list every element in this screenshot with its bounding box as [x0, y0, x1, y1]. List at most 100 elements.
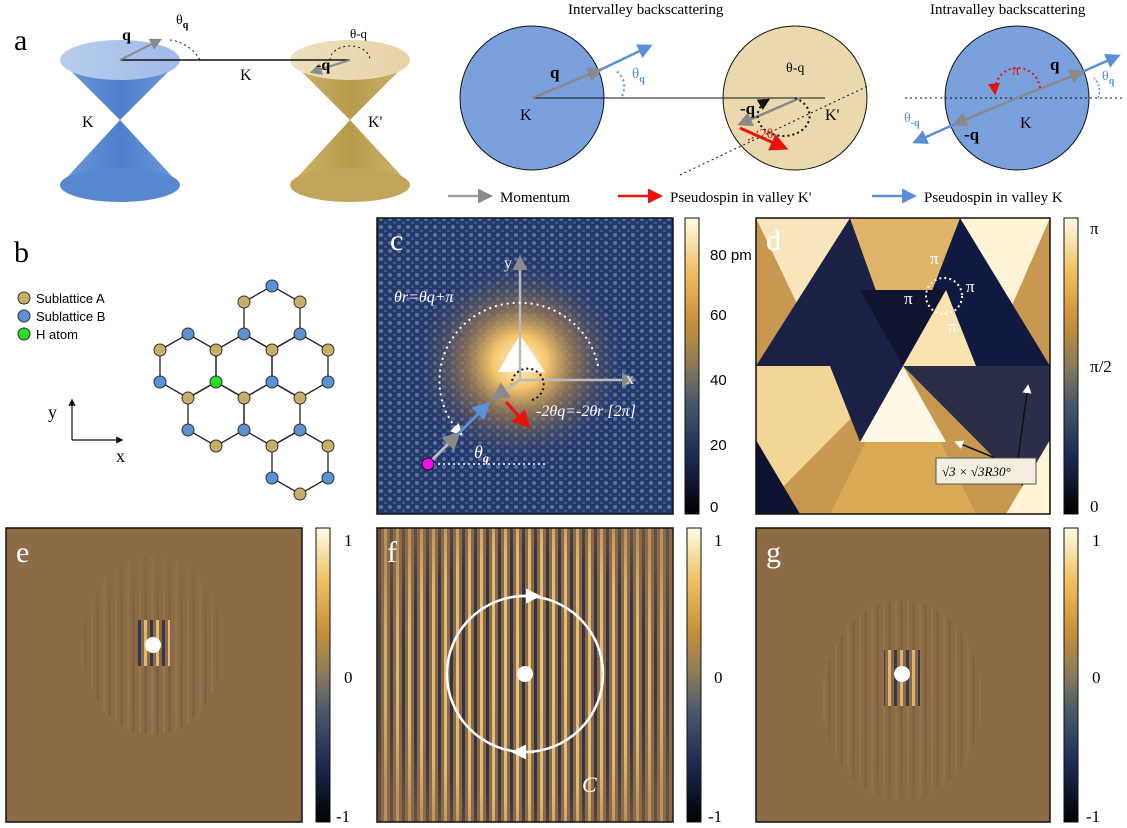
atom-a	[237, 295, 251, 309]
cone-left-bottom	[60, 168, 180, 202]
legend-kprime-label: Pseudospin in valley K'	[670, 190, 812, 206]
atom-b	[181, 423, 195, 437]
inter-pseudospin-kprime-arrow	[739, 126, 789, 151]
momentum-q-arrow	[119, 38, 163, 61]
map-f-frame	[376, 527, 674, 823]
panel-d: d π π π π √3 × √3R30° π π/2 0	[755, 217, 1112, 516]
intra-k-label: K	[1020, 115, 1032, 132]
phase-wedge	[860, 290, 946, 366]
colorbar-f	[686, 527, 702, 823]
phase-wedge	[903, 290, 976, 366]
title-intravalley: Intravalley backscattering	[930, 2, 1086, 18]
theta-neg-q-label: θ-q	[350, 26, 368, 41]
cone-right-bottom	[290, 168, 410, 202]
momentum-neg-q-arrow	[309, 59, 351, 75]
phase-map-frame	[755, 217, 1051, 515]
colorbar-d-tick: π/2	[1090, 357, 1112, 376]
atom-a	[181, 391, 195, 405]
stm-pseudospin-kprime-arrow	[504, 400, 531, 429]
lattice-x-label: x	[116, 446, 125, 466]
colorbar-c-tick: 80 pm	[710, 247, 752, 264]
atom-b	[321, 471, 335, 485]
cone-right-lower	[290, 120, 410, 185]
atom-a	[293, 391, 307, 405]
map-e-frame	[5, 527, 303, 823]
atom-b	[293, 423, 307, 437]
atom-b	[265, 471, 279, 485]
atom-a	[265, 439, 279, 453]
intra-theta-q-arc	[1093, 77, 1101, 99]
colorbar-e-tick: 1	[344, 531, 353, 550]
cone-left: K	[60, 40, 180, 202]
panel-a: a K K' K q θq -q θ-q Intervalle	[14, 2, 1125, 206]
hex-cell	[159, 333, 217, 399]
atom-a	[293, 487, 307, 501]
legend-sublattice-a-label: Sublattice A	[36, 291, 105, 306]
atom-a	[293, 295, 307, 309]
annotation-arrow	[954, 440, 1001, 461]
inter-theta-neg-q-arc	[756, 97, 811, 137]
panel-e: e 1 0 -1	[5, 527, 353, 826]
legend-h-atom-dot	[17, 327, 31, 341]
hex-cell	[271, 429, 329, 495]
colorbar-c-tick: 40	[710, 372, 727, 389]
phase-wedge	[756, 440, 800, 514]
cone-right-valley-label: K'	[368, 114, 383, 131]
atom-b	[181, 327, 195, 341]
map-f-defect	[517, 666, 533, 682]
panel-a-label: a	[14, 24, 27, 57]
vortex-pi-label: π	[966, 277, 975, 296]
intra-neg-q-label: -q	[964, 125, 980, 144]
momentum-q-label: q	[122, 27, 131, 44]
hex-cell	[243, 285, 301, 351]
atom-b	[237, 423, 251, 437]
panel-c-label: c	[390, 224, 403, 257]
stm-theta-label: θq	[474, 442, 489, 465]
hex-cell	[271, 333, 329, 399]
h-atom	[209, 375, 223, 389]
vortex-pi-label: π	[948, 317, 957, 336]
atom-a	[265, 343, 279, 357]
intra-pseudospin-q-arrow	[1081, 54, 1121, 74]
phase-wedge	[830, 366, 903, 442]
atom-a	[153, 343, 167, 357]
hex-cell	[187, 381, 245, 447]
title-intervalley: Intervalley backscattering	[568, 2, 724, 18]
atom-b	[237, 327, 251, 341]
colorbar-g-tick: -1	[1086, 807, 1100, 826]
inter-kprime-label: K'	[825, 107, 840, 124]
vortex-pi-label: π	[904, 289, 913, 308]
legend-k-label: Pseudospin in valley K	[924, 190, 1063, 206]
map-g-frame	[755, 527, 1051, 823]
colorbar-d-tick: 0	[1090, 497, 1099, 516]
intra-q-arrow	[1016, 69, 1085, 100]
vortex-pi-label: π	[930, 249, 939, 268]
lattice-atoms	[153, 279, 335, 501]
legend-momentum-label: Momentum	[500, 190, 570, 206]
inter-pseudospin-k-arrow	[599, 44, 653, 72]
atom-b	[153, 375, 167, 389]
intra-neg-q-arrow	[952, 96, 1018, 127]
stm-momentum-arrow	[426, 431, 461, 466]
intra-pi-arc	[987, 66, 1041, 96]
inter-minus-2theta-label: -2θq	[755, 127, 779, 145]
colorbar-e-tick: 0	[344, 668, 353, 687]
colorbar-d-tick: π	[1090, 219, 1099, 238]
atom-a	[237, 391, 251, 405]
legend-sublattice-a-dot	[17, 291, 31, 305]
phase-wedge	[860, 366, 946, 442]
inter-neg-q-label: -q	[740, 99, 756, 118]
legend-sublattice-b-label: Sublattice B	[36, 309, 105, 324]
theta-neg-q-arc	[329, 45, 371, 61]
stm-pseudospin-k-arrow	[456, 401, 491, 436]
atom-a	[209, 343, 223, 357]
stm-defect-core	[498, 335, 545, 372]
colorbar-g-tick: 1	[1092, 531, 1101, 550]
hex-cell	[215, 333, 273, 399]
cone-right: K'	[290, 40, 410, 202]
panel-d-label: d	[766, 224, 781, 257]
phase-vortex-circle	[925, 277, 963, 315]
inter-theta-q-arc	[614, 69, 626, 97]
atom-a	[209, 439, 223, 453]
